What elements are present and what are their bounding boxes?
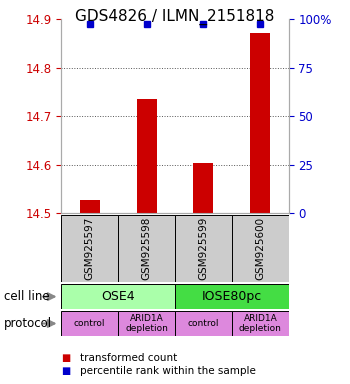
Bar xyxy=(194,163,214,213)
Bar xyxy=(118,311,175,336)
Text: GSM925597: GSM925597 xyxy=(85,217,95,280)
Text: GSM925600: GSM925600 xyxy=(255,217,265,280)
Text: percentile rank within the sample: percentile rank within the sample xyxy=(80,366,256,376)
Bar xyxy=(175,284,289,309)
Bar xyxy=(61,311,118,336)
Text: control: control xyxy=(188,319,219,328)
Text: transformed count: transformed count xyxy=(80,353,178,363)
Text: GDS4826 / ILMN_2151818: GDS4826 / ILMN_2151818 xyxy=(75,8,275,25)
Bar xyxy=(250,33,270,213)
Bar xyxy=(80,200,100,213)
Text: ARID1A
depletion: ARID1A depletion xyxy=(239,314,282,333)
Text: cell line: cell line xyxy=(4,290,49,303)
Bar xyxy=(61,215,118,282)
Text: ■: ■ xyxy=(61,366,70,376)
Bar xyxy=(232,215,289,282)
Text: ■: ■ xyxy=(61,353,70,363)
Text: GSM925599: GSM925599 xyxy=(198,217,209,280)
Text: control: control xyxy=(74,319,105,328)
Bar xyxy=(61,284,175,309)
Text: GSM925598: GSM925598 xyxy=(141,217,152,280)
Text: protocol: protocol xyxy=(4,317,52,330)
Text: ARID1A
depletion: ARID1A depletion xyxy=(125,314,168,333)
Text: OSE4: OSE4 xyxy=(101,290,135,303)
Bar xyxy=(232,311,289,336)
Bar xyxy=(136,99,156,213)
Bar xyxy=(175,311,232,336)
Bar xyxy=(118,215,175,282)
Bar xyxy=(175,215,232,282)
Text: IOSE80pc: IOSE80pc xyxy=(202,290,262,303)
